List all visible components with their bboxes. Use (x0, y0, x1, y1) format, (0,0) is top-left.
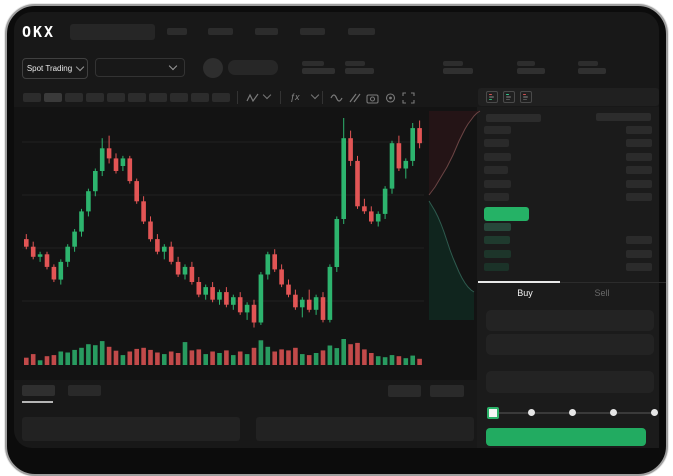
amount-input[interactable] (486, 334, 654, 355)
timeframe-button[interactable] (65, 93, 83, 102)
market-type-label: Spot Trading (26, 64, 73, 73)
slider-stop[interactable] (528, 409, 535, 416)
toolbar-divider (322, 91, 323, 104)
nav-item-placeholder[interactable] (167, 28, 187, 35)
book-bids-only-icon[interactable] (503, 91, 515, 103)
orderbook-header-price-placeholder (486, 114, 541, 122)
bottom-action-button[interactable] (430, 385, 464, 397)
stat-label-placeholder (345, 61, 365, 66)
stat-label-placeholder (443, 61, 463, 66)
pair-name-placeholder (228, 60, 278, 75)
market-type-dropdown[interactable]: Spot Trading (22, 58, 88, 79)
timeframe-button[interactable] (149, 93, 167, 102)
timeframe-button[interactable] (23, 93, 41, 102)
orderbook-toolbar-strip (478, 88, 659, 106)
order-book-row[interactable] (484, 191, 652, 204)
depth-chart[interactable] (427, 110, 481, 324)
timeframe-button[interactable] (86, 93, 104, 102)
price-input[interactable] (486, 310, 654, 331)
order-book-row[interactable] (484, 178, 652, 191)
timeframe-button[interactable] (107, 93, 125, 102)
stat-value-placeholder (578, 68, 606, 74)
active-tab-indicator (478, 281, 560, 283)
timeframe-button-active[interactable] (44, 93, 62, 102)
camera-icon[interactable] (366, 92, 379, 104)
stat-label-placeholder (578, 61, 598, 66)
toolbar-divider (237, 91, 238, 104)
slider-handle[interactable] (487, 407, 499, 419)
candlestick-chart[interactable] (22, 112, 424, 368)
history-panel-placeholder (256, 417, 474, 441)
orderbook-bids[interactable] (484, 221, 652, 275)
bottom-tab-active[interactable] (22, 385, 55, 396)
nav-item-placeholder[interactable] (208, 28, 233, 35)
order-book-row[interactable] (484, 261, 652, 274)
fullscreen-icon[interactable] (402, 92, 415, 104)
stat-value-placeholder (345, 68, 374, 74)
pair-select-dropdown[interactable] (95, 58, 185, 77)
timeframe-button[interactable] (170, 93, 188, 102)
last-price-badge[interactable] (484, 207, 529, 221)
stat-value-placeholder (443, 68, 473, 74)
chevron-down-icon (75, 62, 85, 72)
order-book-row[interactable] (484, 137, 652, 150)
orderbook-header-amount-placeholder (596, 113, 651, 121)
candle-type-icon[interactable] (246, 92, 259, 104)
chevron-down-icon (168, 61, 178, 71)
bottom-action-button[interactable] (388, 385, 421, 397)
order-book-row[interactable] (484, 221, 652, 234)
tab-sell[interactable]: Sell (594, 288, 610, 298)
book-both-sides-icon[interactable] (486, 91, 498, 103)
order-book-row[interactable] (484, 151, 652, 164)
wave-icon[interactable] (330, 92, 343, 104)
bottom-tab[interactable] (68, 385, 101, 396)
stat-value-placeholder (517, 68, 545, 74)
order-book-row[interactable] (484, 164, 652, 177)
timeframe-button[interactable] (128, 93, 146, 102)
timeframe-button[interactable] (191, 93, 209, 102)
total-input[interactable] (486, 371, 654, 393)
okx-logo: OKX (22, 23, 56, 41)
nav-item-placeholder[interactable] (255, 28, 278, 35)
draw-icon[interactable] (348, 92, 361, 104)
stat-label-placeholder (302, 61, 324, 66)
book-asks-only-icon[interactable] (520, 91, 532, 103)
stat-value-placeholder (302, 68, 335, 74)
toolbar-divider (280, 91, 281, 104)
settings-icon[interactable] (384, 92, 397, 104)
nav-item-placeholder[interactable] (300, 28, 325, 35)
order-book-row[interactable] (484, 124, 652, 137)
slider-stop[interactable] (610, 409, 617, 416)
slider-stop[interactable] (569, 409, 576, 416)
order-tabs-container (478, 282, 666, 307)
bottom-tab-underline (22, 401, 53, 403)
header-title-placeholder (70, 24, 155, 40)
order-book-row[interactable] (484, 234, 652, 247)
buy-submit-button[interactable] (486, 428, 646, 446)
tab-buy[interactable]: Buy (517, 288, 533, 298)
order-book-row[interactable] (484, 248, 652, 261)
orderbook-asks[interactable] (484, 124, 652, 204)
orders-panel-placeholder (22, 417, 240, 441)
nav-item-placeholder[interactable] (348, 28, 375, 35)
device-frame: OKX Spot Trading ƒx (5, 4, 668, 476)
timeframe-button[interactable] (212, 93, 230, 102)
slider-stop[interactable] (651, 409, 658, 416)
stat-label-placeholder (517, 61, 535, 66)
pair-coin-icon (203, 58, 223, 78)
screen: OKX Spot Trading ƒx (7, 6, 666, 470)
indicator-fx-icon[interactable]: ƒx (290, 92, 300, 102)
